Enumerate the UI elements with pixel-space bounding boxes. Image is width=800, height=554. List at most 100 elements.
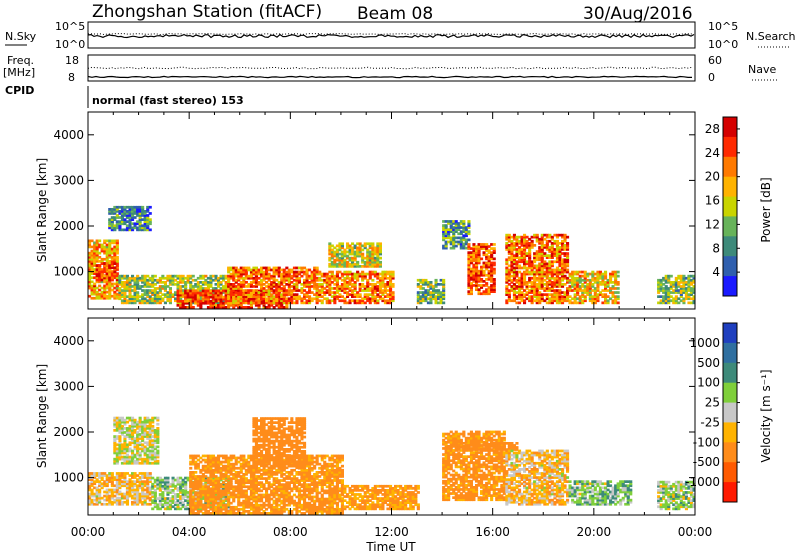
data-cell [442, 291, 446, 294]
data-cell [419, 285, 423, 288]
data-cell [452, 242, 456, 246]
data-cell [505, 268, 509, 272]
data-cell [105, 488, 109, 492]
data-cell [95, 247, 99, 251]
data-cell [333, 295, 337, 298]
data-cell [98, 296, 102, 300]
data-cell [156, 431, 160, 434]
data-cell [118, 500, 122, 504]
data-cell [128, 208, 132, 211]
data-cell [123, 451, 127, 455]
data-cell [166, 505, 170, 509]
data-cell [110, 270, 114, 273]
data-cell [113, 459, 117, 463]
data-cell [523, 274, 527, 278]
data-cell [462, 220, 466, 223]
data-cell [156, 418, 160, 422]
data-cell [194, 285, 198, 288]
data-cell [563, 270, 567, 274]
data-cell [118, 424, 122, 428]
data-cell [507, 252, 511, 255]
data-cell [485, 243, 489, 246]
data-cell [118, 502, 122, 506]
nave-tick-bottom: 0 [708, 71, 715, 84]
data-cell [475, 245, 479, 248]
data-cell [108, 212, 112, 215]
data-cell [133, 502, 137, 506]
data-cell [464, 242, 468, 246]
data-cell [105, 276, 109, 280]
data-cell [143, 420, 147, 424]
data-cell [591, 278, 595, 282]
data-cell [346, 260, 350, 264]
data-cell [168, 274, 172, 278]
data-cell [442, 289, 446, 292]
data-cell [528, 252, 532, 255]
data-cell [113, 445, 117, 449]
data-cell [313, 285, 317, 288]
data-cell [487, 257, 491, 261]
data-cell [143, 210, 147, 213]
data-cell [113, 490, 117, 494]
data-cell [214, 276, 218, 280]
data-cell [477, 249, 481, 252]
data-cell [530, 242, 534, 245]
data-cell [166, 291, 170, 294]
data-cell [366, 278, 370, 282]
data-cell [113, 498, 117, 502]
data-cell [123, 297, 127, 301]
data-cell [138, 218, 142, 221]
data-cell [535, 266, 539, 270]
data-cell [148, 476, 152, 479]
data-cell [133, 422, 137, 426]
data-cell [343, 301, 347, 305]
data-cell [120, 276, 124, 280]
data-cell [373, 270, 377, 274]
data-cell [105, 247, 109, 251]
data-cell [333, 287, 337, 290]
data-cell [118, 287, 122, 290]
data-cell [222, 482, 226, 486]
data-cell [131, 484, 135, 488]
data-cell [103, 490, 107, 494]
data-cell [128, 220, 132, 223]
data-cell [475, 282, 479, 285]
colorbar-segment [723, 136, 737, 158]
data-cell [201, 485, 205, 489]
data-cell [533, 295, 537, 298]
data-cell [136, 443, 140, 447]
data-cell [108, 270, 112, 274]
data-cell [93, 276, 97, 280]
data-cell [358, 248, 362, 252]
data-cell [136, 461, 140, 465]
data-cell [277, 270, 281, 274]
data-cell [507, 289, 511, 292]
data-cell [469, 282, 473, 285]
data-cell [113, 292, 117, 296]
data-cell [201, 283, 205, 286]
data-cell [692, 274, 695, 278]
data-cell [118, 455, 122, 459]
data-cell [113, 266, 117, 270]
data-cell [308, 287, 312, 290]
data-cell [120, 476, 124, 479]
data-cell [133, 216, 137, 219]
data-cell [199, 287, 203, 290]
data-cell [692, 301, 695, 305]
data-cell [158, 484, 162, 488]
data-cell [550, 264, 554, 268]
data-cell [525, 254, 529, 257]
data-cell [125, 427, 129, 430]
data-cell [214, 289, 218, 293]
data-cell [146, 427, 150, 430]
data-cell [244, 274, 248, 278]
data-cell [189, 276, 193, 280]
data-cell [136, 453, 140, 457]
data-cell [338, 258, 342, 262]
data-cell [558, 233, 562, 237]
data-cell [553, 272, 557, 276]
data-cell [143, 224, 147, 228]
data-cell [90, 484, 94, 488]
data-cell [148, 486, 152, 490]
data-cell [118, 437, 122, 440]
